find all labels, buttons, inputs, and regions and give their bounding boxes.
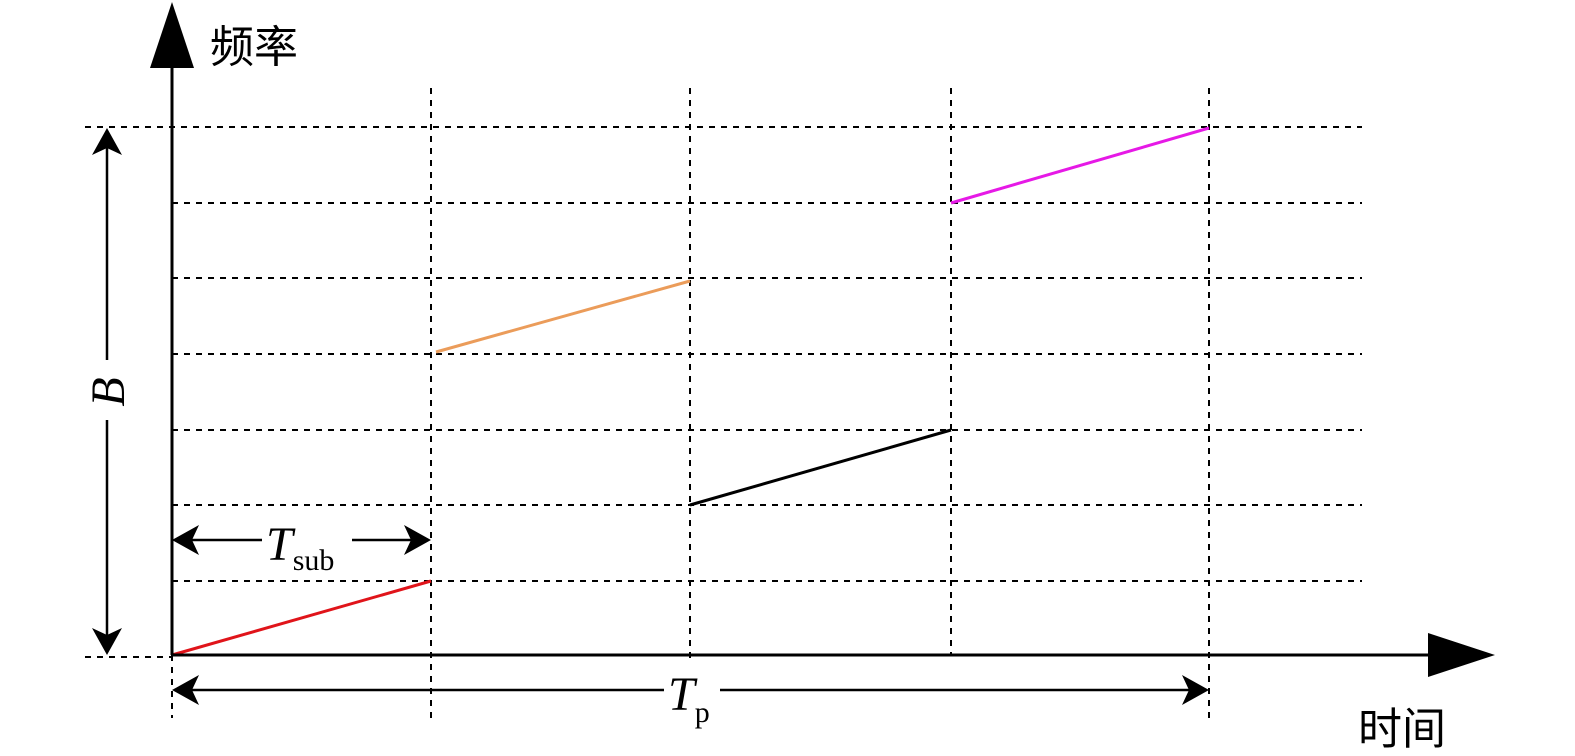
- chirp-segment: [171, 579, 432, 657]
- arrowhead: [172, 675, 199, 705]
- arrowhead: [404, 525, 431, 555]
- axes: [150, 2, 1495, 677]
- sub-period-label: Tsub: [266, 518, 334, 577]
- symbol: T: [668, 668, 698, 721]
- dimension-arrows: [85, 128, 1209, 722]
- bandwidth-label: B: [82, 377, 135, 406]
- label-bg: [664, 662, 720, 722]
- arrowhead: [172, 525, 199, 555]
- y-axis-label: 频率: [210, 22, 298, 73]
- y-arrowhead: [150, 2, 194, 68]
- chirp-segments: [171, 126, 1210, 657]
- chirp-segment: [435, 279, 691, 354]
- label-bg: [85, 360, 129, 420]
- subscript: p: [695, 696, 710, 729]
- subscript: sub: [293, 544, 335, 577]
- label-bg: [262, 515, 352, 575]
- chirp-segment: [689, 428, 952, 507]
- arrowhead: [92, 128, 122, 155]
- chirp-segment: [950, 126, 1210, 205]
- period-label: Tp: [668, 668, 710, 729]
- arrowhead: [1182, 675, 1209, 705]
- x-axis-label: 时间: [1358, 704, 1446, 755]
- symbol: T: [266, 518, 296, 571]
- x-arrowhead: [1428, 633, 1495, 677]
- arrowhead: [92, 628, 122, 655]
- grid: [85, 88, 1362, 718]
